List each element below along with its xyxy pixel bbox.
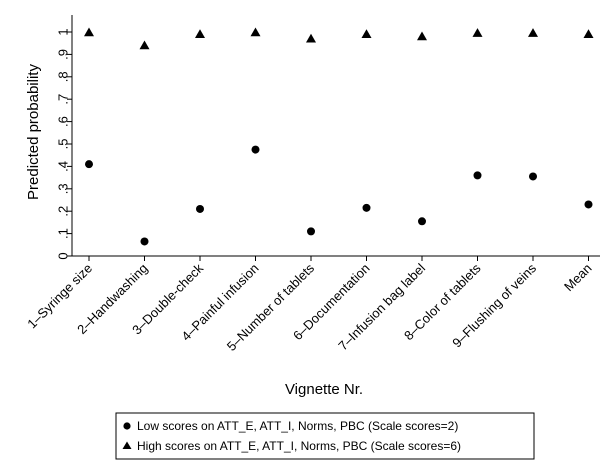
legend-marker-high	[122, 441, 132, 449]
y-tick-label: 1	[56, 28, 71, 35]
y-ticks: 0 .1 .2 .3 .4 .5 .6 .7 .8 .9 1	[56, 28, 72, 260]
point-low-4	[251, 145, 260, 154]
point-high-8	[472, 28, 483, 37]
y-tick-label: 0	[56, 252, 71, 259]
y-tick-label: .4	[56, 161, 71, 172]
y-tick-label: .6	[56, 116, 71, 127]
y-tick-label: .7	[56, 94, 71, 105]
point-low-10	[584, 200, 593, 209]
point-low-3	[196, 204, 204, 213]
point-high-4	[250, 27, 261, 37]
point-high-2	[139, 40, 150, 50]
point-low-1	[85, 160, 93, 169]
point-high-5	[306, 33, 316, 43]
point-high-7	[417, 31, 427, 41]
y-tick-label: .9	[56, 49, 71, 60]
data-points	[84, 27, 594, 246]
y-axis-title: Predicted probability	[25, 64, 42, 200]
y-tick-label: .3	[56, 183, 71, 194]
point-low-2	[140, 237, 149, 246]
point-high-9	[528, 28, 538, 37]
legend-label-high: High scores on ATT_E, ATT_I, Norms, PBC …	[137, 439, 461, 453]
legend-label-low: Low scores on ATT_E, ATT_I, Norms, PBC (…	[137, 419, 458, 433]
legend: Low scores on ATT_E, ATT_I, Norms, PBC (…	[115, 412, 535, 460]
legend-box	[115, 412, 535, 460]
y-tick-label: .1	[56, 228, 71, 239]
x-ticks: 1–Syringe size2–Handwashing3–Double-chec…	[24, 256, 595, 354]
point-low-8	[473, 171, 482, 180]
y-tick-label: .8	[56, 71, 71, 82]
x-tick-label: Mean	[561, 261, 595, 295]
point-high-3	[195, 29, 205, 39]
point-low-6	[362, 203, 371, 212]
point-low-7	[418, 217, 426, 226]
point-low-5	[307, 227, 315, 236]
plot-area: 0 .1 .2 .3 .4 .5 .6 .7 .8 .9 1 1–Syringe size2–Han…	[24, 15, 600, 354]
y-tick-label: .2	[56, 206, 71, 217]
legend-marker-low	[123, 422, 131, 430]
point-high-6	[361, 29, 372, 39]
x-axis-title: Vignette Nr.	[285, 381, 363, 398]
point-low-9	[529, 172, 537, 181]
y-tick-label: .5	[56, 139, 71, 150]
point-high-1	[84, 27, 94, 37]
point-high-10	[583, 29, 594, 39]
